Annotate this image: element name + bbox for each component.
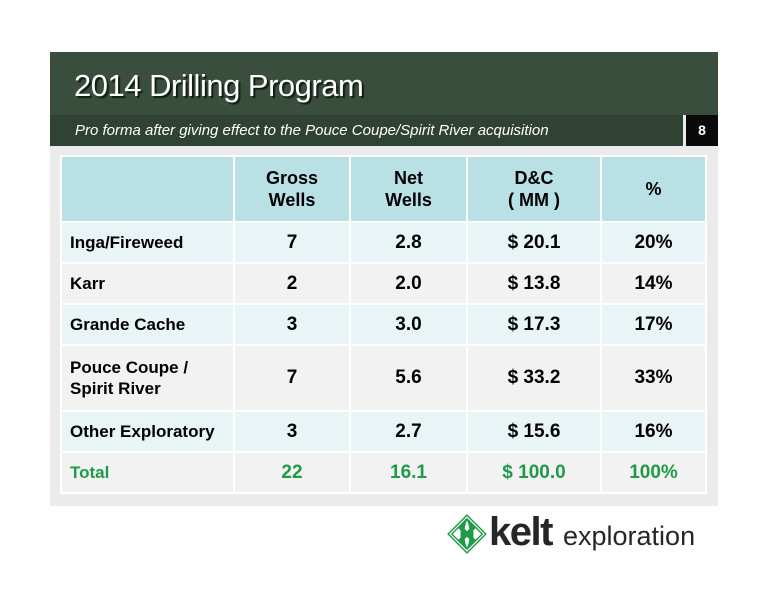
subtitle-bar [50,115,683,146]
table-row: Other Exploratory 3 2.7 $ 15.6 16% [60,410,707,453]
kelt-exploration-logo: kelt exploration [447,510,697,560]
header-line: Gross [265,168,319,188]
net-wells-cell: 2.7 [349,410,468,453]
header-line: D&C [514,168,554,188]
header-cell-net-wells: Net Wells [349,155,468,223]
row-label: Other Exploratory [60,410,235,453]
gross-wells-cell: 7 [233,344,351,412]
table-header-row: Gross Wells Net Wells D&C ( MM ) % [60,155,707,223]
table-row: Grande Cache 3 3.0 $ 17.3 17% [60,303,707,346]
percent-cell: 33% [600,344,707,412]
row-label-line: Pouce Coupe / [70,358,189,377]
row-label-line: Karr [70,274,105,293]
header-line: ( MM ) [508,190,560,210]
net-wells-cell: 2.0 [349,262,468,305]
row-label-line: Other Exploratory [70,422,215,441]
dc-cell: $ 17.3 [466,303,602,346]
total-net-wells: 16.1 [349,451,468,494]
row-label-line: Grande Cache [70,315,186,334]
dc-cell: $ 33.2 [466,344,602,412]
slide-title: 2014 Drilling Program [74,68,364,103]
gross-wells-cell: 7 [233,221,351,264]
total-label: Total [60,451,235,494]
row-label-line: Spirit River [70,379,161,398]
gross-wells-cell: 3 [233,303,351,346]
total-row: Total 22 16.1 $ 100.0 100% [60,451,707,494]
table-row: Inga/Fireweed 7 2.8 $ 20.1 20% [60,221,707,264]
net-wells-cell: 2.8 [349,221,468,264]
row-label: Pouce Coupe / Spirit River [60,344,235,412]
header-line: Wells [268,190,316,210]
percent-cell: 16% [600,410,707,453]
title-bar [50,52,718,115]
dc-cell: $ 15.6 [466,410,602,453]
header-line: Net [393,168,423,188]
row-label: Inga/Fireweed [60,221,235,264]
net-wells-cell: 3.0 [349,303,468,346]
slide-subtitle: Pro forma after giving effect to the Pou… [75,122,549,139]
gross-wells-cell: 3 [233,410,351,453]
page-number: 8 [686,115,718,146]
percent-cell: 20% [600,221,707,264]
logo-wordmark-exploration: exploration [563,521,696,551]
total-dc: $ 100.0 [466,451,602,494]
dc-cell: $ 13.8 [466,262,602,305]
percent-cell: 14% [600,262,707,305]
net-wells-cell: 5.6 [349,344,468,412]
header-cell-percent: % [600,155,707,223]
row-label: Karr [60,262,235,305]
header-line: Wells [385,190,432,210]
celtic-knot-icon [447,514,487,554]
table-row: Karr 2 2.0 $ 13.8 14% [60,262,707,305]
header-cell-area [60,155,235,223]
row-label: Grande Cache [60,303,235,346]
header-cell-gross-wells: Gross Wells [233,155,351,223]
total-percent: 100% [600,451,707,494]
header-line: % [645,179,662,199]
header-cell-dc: D&C ( MM ) [466,155,602,223]
dc-cell: $ 20.1 [466,221,602,264]
drilling-program-table: Gross Wells Net Wells D&C ( MM ) % Inga/… [60,155,707,494]
total-gross-wells: 22 [233,451,351,494]
row-label-line: Inga/Fireweed [70,233,184,252]
gross-wells-cell: 2 [233,262,351,305]
logo-wordmark-kelt: kelt [489,510,553,554]
table-row: Pouce Coupe / Spirit River 7 5.6 $ 33.2 … [60,344,707,412]
percent-cell: 17% [600,303,707,346]
